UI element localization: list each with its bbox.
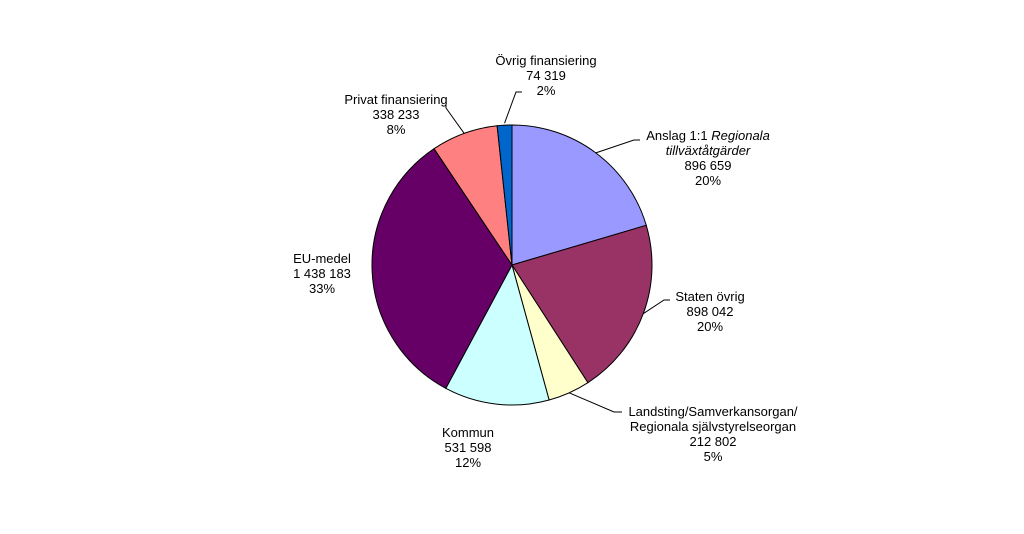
- leader-line-privat: [445, 100, 465, 134]
- svg-text:Anslag 1:1 Regionala: Anslag 1:1 Regionala: [646, 128, 770, 143]
- label-anslag-value: 896 659: [685, 158, 732, 173]
- leader-line-ovrig: [504, 91, 522, 124]
- pie-slice-anslag: [511, 124, 647, 266]
- label-staten-ovrig: Staten övrig 898 042 20%: [675, 289, 744, 334]
- label-ovrig-value: 74 319: [526, 68, 566, 83]
- leader-line-anslag: [595, 139, 640, 154]
- pie-slices: [371, 124, 653, 406]
- label-landsting-value: 212 802: [690, 434, 737, 449]
- label-privat-name: Privat finansiering: [344, 92, 447, 107]
- label-ovrig-percent: 2%: [537, 83, 556, 98]
- label-kommun-percent: 12%: [455, 455, 481, 470]
- label-landsting-percent: 5%: [704, 449, 723, 464]
- label-staten-ovrig-name: Staten övrig: [675, 289, 744, 304]
- label-kommun-value: 531 598: [445, 440, 492, 455]
- label-privat: Privat finansiering 338 233 8%: [344, 92, 447, 137]
- pie-slice-kommun: [445, 263, 550, 406]
- label-anslag: Anslag 1:1 Regionala tillväxtåtgärder 89…: [646, 128, 770, 188]
- label-staten-ovrig-value: 898 042: [687, 304, 734, 319]
- label-ovrig: Övrig finansiering 74 319 2%: [495, 53, 596, 98]
- label-anslag-percent: 20%: [695, 173, 721, 188]
- label-kommun: Kommun 531 598 12%: [442, 425, 494, 470]
- label-eu-medel: EU-medel 1 438 183 33%: [293, 251, 351, 296]
- label-landsting-line1: Landsting/Samverkansorgan/: [628, 404, 797, 419]
- label-ovrig-name: Övrig finansiering: [495, 53, 596, 68]
- label-privat-value: 338 233: [373, 107, 420, 122]
- label-eu-medel-value: 1 438 183: [293, 266, 351, 281]
- label-eu-medel-percent: 33%: [309, 281, 335, 296]
- label-staten-ovrig-percent: 20%: [697, 319, 723, 334]
- label-privat-percent: 8%: [387, 122, 406, 137]
- pie-slice-ovrig: [496, 124, 513, 266]
- label-landsting: Landsting/Samverkansorgan/ Regionala sjä…: [628, 404, 797, 464]
- label-landsting-line2: Regionala självstyrelseorgan: [630, 419, 796, 434]
- leader-line-staten-ovrig: [642, 299, 670, 315]
- label-kommun-name: Kommun: [442, 425, 494, 440]
- label-anslag-name: Anslag 1:1: [646, 128, 707, 143]
- label-eu-medel-name: EU-medel: [293, 251, 351, 266]
- label-anslag-italic1: Regionala: [711, 128, 770, 143]
- leader-lines: [445, 91, 670, 413]
- leader-line-landsting: [568, 392, 622, 413]
- pie-slice-eu-medel: [371, 148, 513, 390]
- pie-slice-staten-ovrig: [511, 224, 653, 384]
- label-anslag-italic2: tillväxtåtgärder: [666, 143, 751, 158]
